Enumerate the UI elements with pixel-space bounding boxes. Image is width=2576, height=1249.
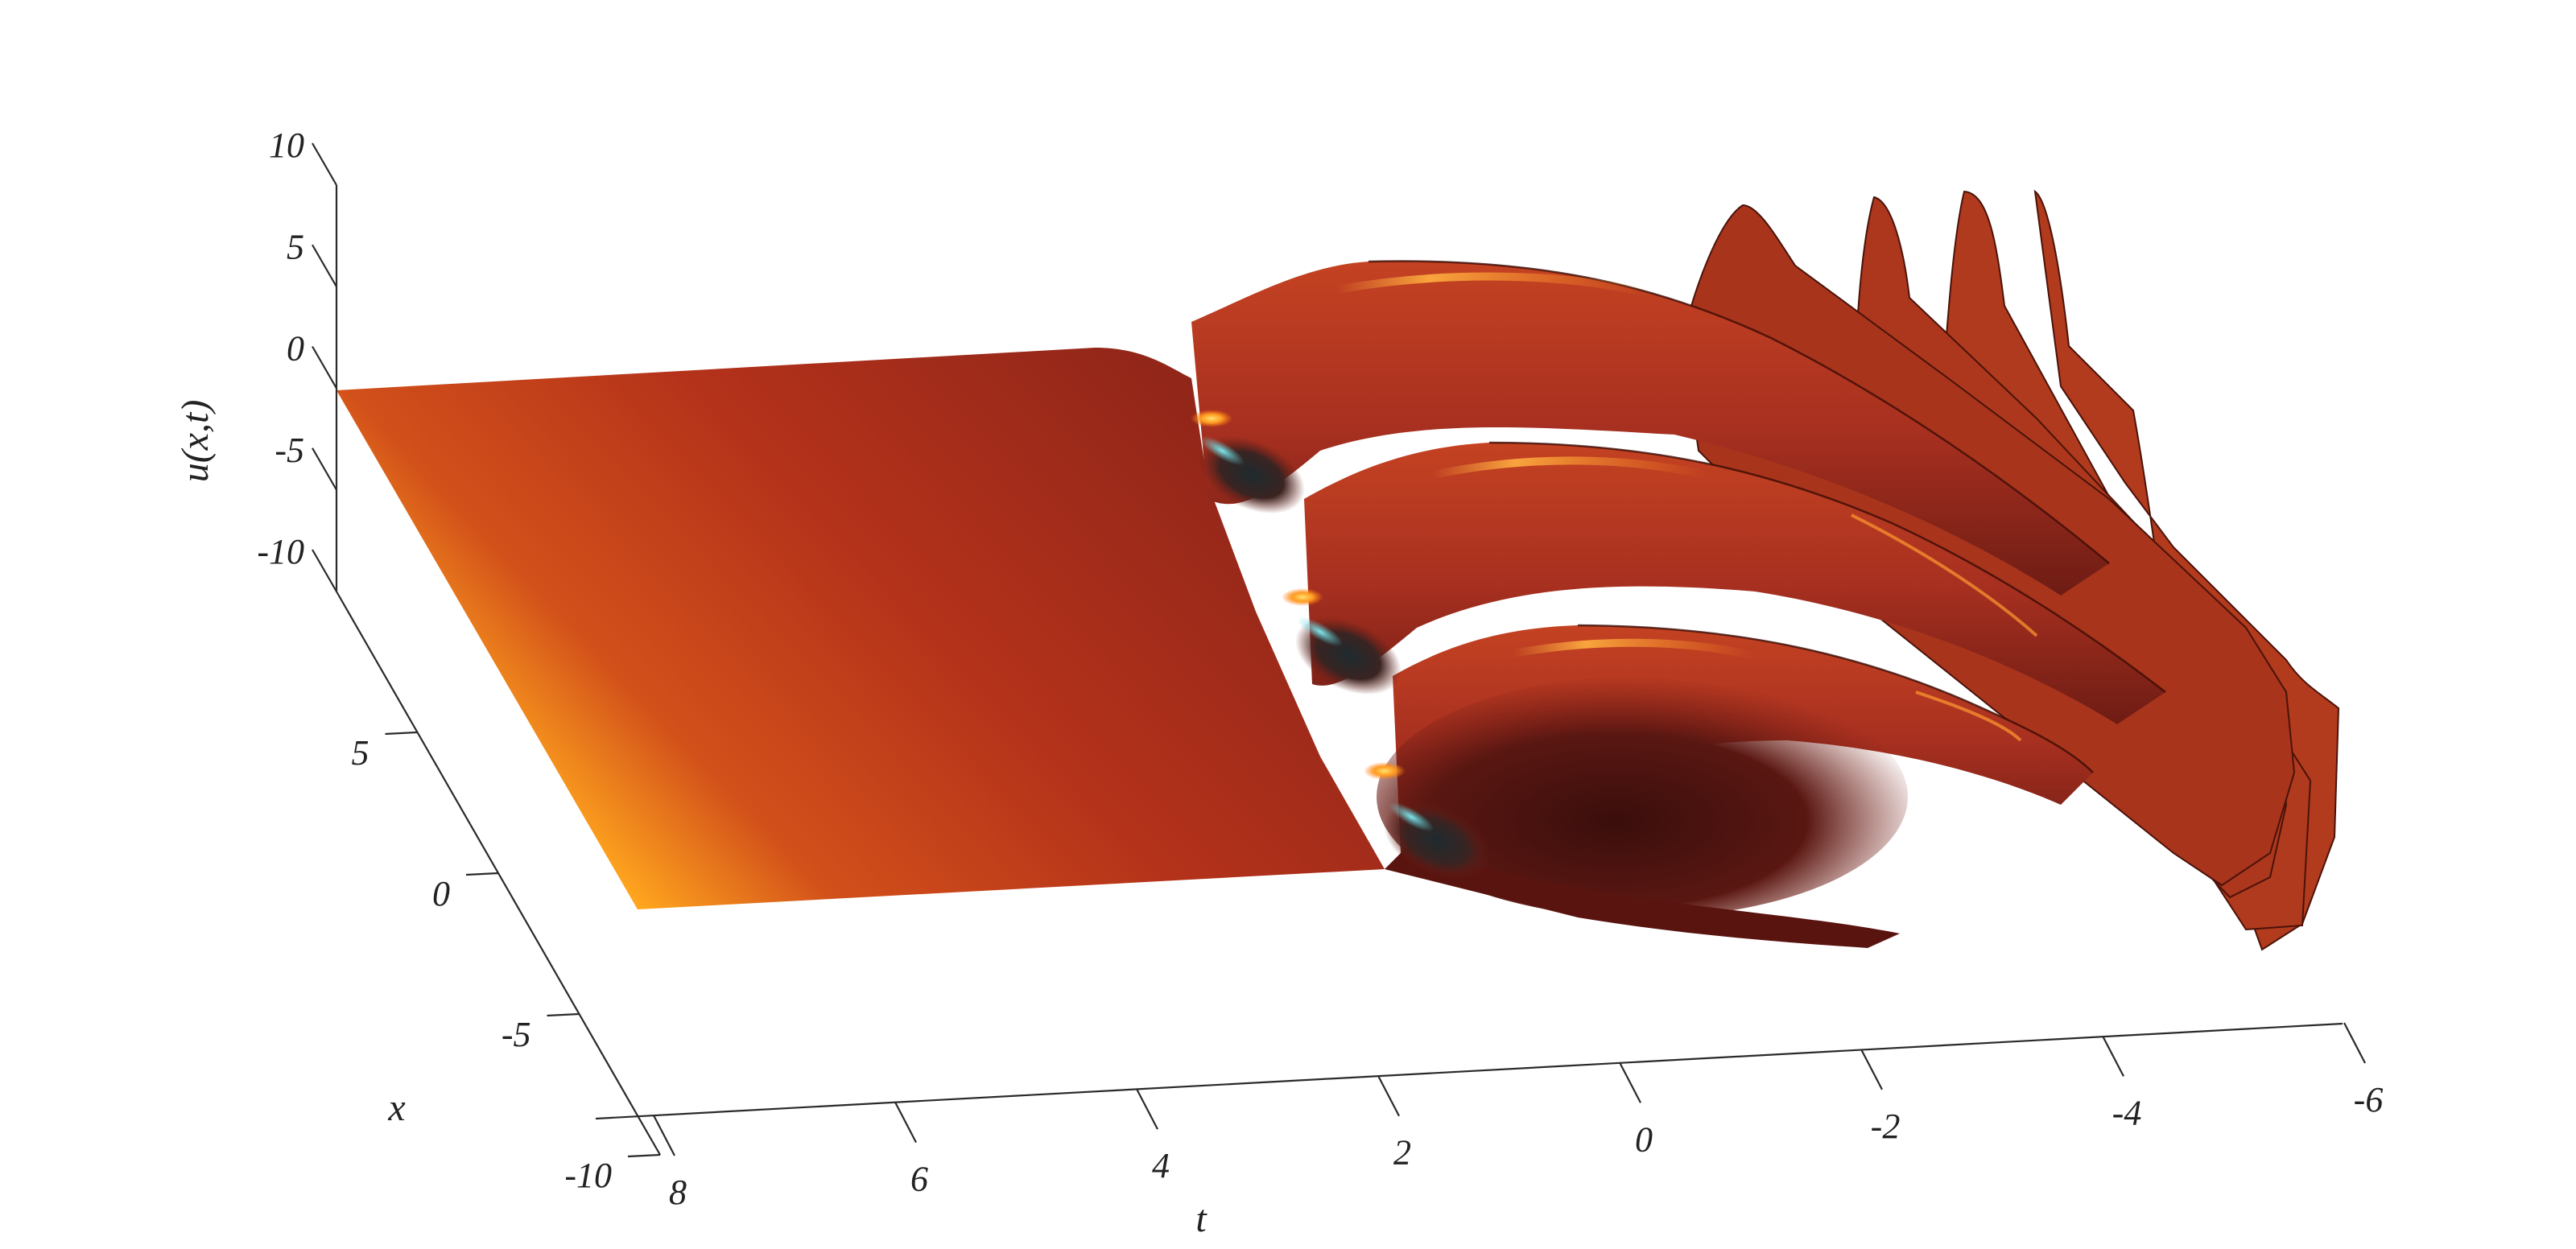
x-tick-label: -5 — [502, 1015, 531, 1054]
t-tick-mark — [2102, 1035, 2124, 1077]
t-tick-label: -6 — [2354, 1080, 2384, 1119]
t-tick-label: -4 — [2112, 1093, 2142, 1132]
axes: 10 5 0 -5 -10 5 0 -5 -10 8 6 4 2 0 -2 -4 -6 u(x,t) x t — [174, 126, 2383, 1240]
front-base — [1385, 845, 1900, 948]
plateau — [336, 348, 1385, 909]
surface — [336, 189, 2340, 951]
ridge-2 — [1304, 443, 2165, 724]
z-tick-mark — [312, 447, 337, 491]
z-tick-mark — [312, 244, 337, 287]
ridge-1 — [1191, 261, 2109, 596]
x-ticks: 5 0 -5 -10 — [352, 731, 661, 1195]
z-tick-label: -10 — [257, 532, 304, 571]
t-tick-mark — [1619, 1061, 1641, 1103]
t-axis-label: t — [1195, 1197, 1208, 1240]
z-tick-label: 0 — [287, 329, 304, 369]
z-ticks: 10 5 0 -5 -10 — [257, 126, 337, 592]
t-tick-label: 0 — [1635, 1119, 1653, 1159]
soliton-pits — [1191, 410, 1490, 880]
t-tick-mark — [653, 1115, 675, 1156]
dark-basin — [1377, 676, 1908, 917]
z-tick-mark — [312, 142, 337, 186]
t-tick-mark — [2343, 1022, 2366, 1064]
z-tick-mark — [312, 345, 337, 390]
solitary-ridges — [1191, 261, 2165, 948]
z-tick-label: 5 — [287, 227, 304, 266]
crest-highlights — [1335, 272, 2038, 742]
x-tick-mark — [627, 1153, 661, 1158]
t-tick-mark — [1136, 1088, 1158, 1130]
t-tick-mark — [1377, 1075, 1400, 1117]
z-tick-label: 10 — [269, 126, 304, 165]
x-tick-mark — [385, 731, 418, 736]
t-tick-label: 8 — [669, 1173, 687, 1212]
t-tick-label: -2 — [1871, 1107, 1901, 1146]
x-axis-label: x — [387, 1086, 405, 1129]
t-tick-label: 6 — [910, 1160, 928, 1199]
x-tick-label: 0 — [432, 874, 450, 913]
x-tick-mark — [465, 872, 499, 876]
z-tick-mark — [312, 549, 337, 592]
t-tick-label: 2 — [1393, 1133, 1411, 1173]
t-axis-line — [595, 1022, 2343, 1120]
z-tick-label: -5 — [275, 431, 304, 470]
t-tick-mark — [894, 1102, 917, 1144]
z-axis-label: u(x,t) — [174, 400, 217, 483]
x-tick-mark — [547, 1012, 580, 1017]
t-tick-mark — [1860, 1049, 1883, 1090]
x-tick-label: 5 — [352, 733, 369, 773]
rim-lines — [1368, 260, 2166, 773]
t-tick-label: 4 — [1152, 1146, 1170, 1185]
x-tick-label: -10 — [564, 1156, 612, 1195]
t-ticks: 8 6 4 2 0 -2 -4 -6 — [653, 1022, 2384, 1212]
